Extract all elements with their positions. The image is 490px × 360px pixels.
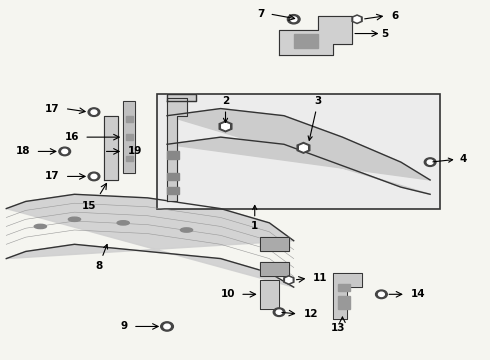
Bar <box>123 102 135 173</box>
Polygon shape <box>167 94 196 102</box>
Circle shape <box>62 149 68 154</box>
Circle shape <box>91 174 97 179</box>
Bar <box>260 237 289 251</box>
Polygon shape <box>279 16 352 55</box>
Text: 7: 7 <box>257 9 265 19</box>
Circle shape <box>427 160 433 164</box>
Ellipse shape <box>180 228 193 232</box>
Text: 4: 4 <box>433 154 467 163</box>
Polygon shape <box>219 121 232 132</box>
Polygon shape <box>167 98 187 202</box>
Polygon shape <box>352 15 362 23</box>
Circle shape <box>273 308 285 316</box>
Bar <box>167 152 179 158</box>
Polygon shape <box>297 143 310 153</box>
Text: 17: 17 <box>45 171 60 181</box>
Circle shape <box>378 292 384 296</box>
Circle shape <box>91 110 97 114</box>
Text: 5: 5 <box>381 28 389 39</box>
Polygon shape <box>286 278 292 283</box>
Text: 17: 17 <box>45 104 60 113</box>
Ellipse shape <box>69 217 80 221</box>
Circle shape <box>88 172 100 181</box>
Circle shape <box>291 17 297 22</box>
Polygon shape <box>300 145 307 151</box>
Circle shape <box>161 322 173 331</box>
Ellipse shape <box>117 221 129 225</box>
Circle shape <box>288 15 300 24</box>
Polygon shape <box>354 17 360 22</box>
Circle shape <box>276 310 282 314</box>
Polygon shape <box>260 280 279 309</box>
Text: 6: 6 <box>391 11 398 21</box>
Polygon shape <box>167 109 430 194</box>
Text: 13: 13 <box>330 323 345 333</box>
Polygon shape <box>333 273 362 319</box>
Text: 8: 8 <box>95 244 107 271</box>
Text: 9: 9 <box>121 321 128 332</box>
Text: 2: 2 <box>222 96 229 122</box>
Text: 15: 15 <box>82 202 97 211</box>
Text: 3: 3 <box>308 96 322 140</box>
FancyBboxPatch shape <box>157 94 440 208</box>
Polygon shape <box>284 276 294 284</box>
Bar <box>294 33 318 48</box>
Circle shape <box>88 108 100 116</box>
Polygon shape <box>104 116 118 180</box>
Bar <box>123 102 135 173</box>
Ellipse shape <box>34 224 47 229</box>
Text: 11: 11 <box>313 273 328 283</box>
Bar <box>260 237 289 251</box>
Bar <box>125 134 133 140</box>
Circle shape <box>424 158 436 166</box>
Text: 1: 1 <box>251 206 258 231</box>
Text: 18: 18 <box>16 147 30 157</box>
Text: 12: 12 <box>303 309 318 319</box>
Circle shape <box>164 324 170 329</box>
Text: 14: 14 <box>411 289 425 299</box>
Polygon shape <box>221 123 229 130</box>
Text: 10: 10 <box>221 289 235 299</box>
Polygon shape <box>6 194 294 287</box>
Circle shape <box>59 147 71 156</box>
Bar <box>125 116 133 122</box>
Bar <box>260 262 289 276</box>
Bar <box>125 156 133 161</box>
Circle shape <box>375 290 387 298</box>
Bar <box>260 262 289 276</box>
Bar <box>338 284 350 291</box>
Text: 16: 16 <box>65 132 79 142</box>
Text: 19: 19 <box>128 147 143 157</box>
Bar <box>338 296 350 309</box>
Bar <box>167 173 179 180</box>
Bar <box>167 187 179 194</box>
